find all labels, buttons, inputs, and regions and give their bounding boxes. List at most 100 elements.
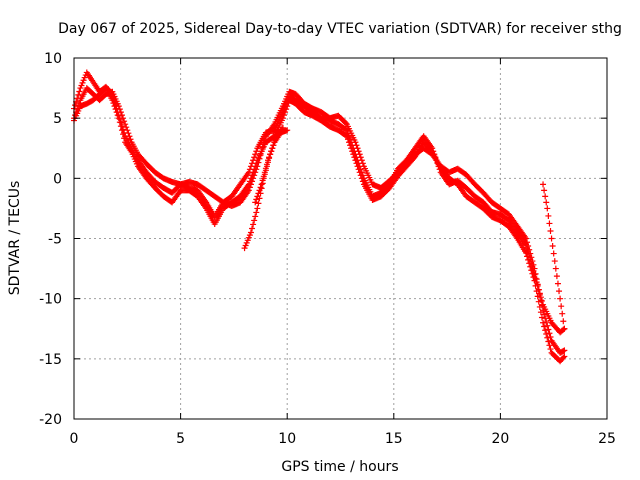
data-point [252, 213, 259, 220]
data-point [544, 322, 551, 329]
data-point [347, 142, 354, 149]
data-point [118, 127, 125, 134]
data-point [251, 166, 258, 173]
data-point [253, 209, 260, 216]
data-point [122, 121, 129, 128]
data-point [343, 133, 350, 140]
data-point [257, 184, 264, 191]
data-point [561, 325, 568, 332]
x-tick-label: 0 [70, 431, 79, 447]
data-point [269, 145, 276, 152]
data-point [549, 243, 556, 250]
data-point [254, 193, 261, 200]
x-tick-label: 20 [491, 431, 509, 447]
data-point [121, 118, 128, 125]
data-point [553, 273, 560, 280]
data-point [270, 142, 277, 149]
y-tick-label: -10 [39, 292, 62, 308]
data-point [552, 265, 559, 272]
data-point [284, 127, 291, 134]
data-point [538, 297, 545, 304]
data-point [348, 145, 355, 152]
data-point [243, 239, 250, 246]
data-point [79, 79, 86, 86]
data-point [124, 127, 131, 134]
data-point [250, 169, 257, 176]
data-point [245, 181, 252, 188]
data-point [247, 175, 254, 182]
series-track-3 [71, 85, 568, 365]
x-tick-label: 5 [176, 431, 185, 447]
data-point [110, 100, 117, 107]
y-tick-label: 10 [44, 51, 62, 67]
data-point [540, 319, 547, 326]
data-point [279, 115, 286, 122]
data-layer [71, 69, 568, 365]
data-point [357, 172, 364, 179]
data-point [544, 334, 551, 341]
data-point [529, 270, 536, 277]
data-point [78, 82, 85, 89]
data-point [532, 282, 539, 289]
data-point [411, 154, 418, 161]
data-point [262, 165, 269, 172]
series-track-6 [540, 181, 568, 332]
data-point [111, 103, 118, 110]
data-point [428, 147, 435, 154]
data-point [255, 190, 262, 197]
data-point [543, 199, 550, 206]
data-point [541, 311, 548, 318]
data-point [253, 148, 260, 155]
data-point [537, 294, 544, 301]
data-point [251, 154, 258, 161]
data-point [255, 200, 262, 207]
data-point [541, 187, 548, 194]
data-point [77, 85, 84, 92]
data-point [356, 169, 363, 176]
data-point [284, 103, 291, 110]
data-point [560, 348, 567, 355]
tick-labels: 0 5 10 15 20 25 -20 -15 -10 -5 0 5 10 [39, 51, 616, 447]
data-point [127, 136, 134, 143]
data-point [253, 160, 260, 167]
data-point [246, 232, 253, 239]
data-point [123, 124, 130, 131]
data-point [560, 326, 567, 333]
data-point [346, 139, 353, 146]
x-tick-label: 25 [598, 431, 616, 447]
data-point [536, 290, 543, 297]
data-point [249, 225, 256, 232]
data-point [74, 95, 81, 102]
data-point [349, 148, 356, 155]
data-point [554, 280, 561, 287]
data-point [537, 309, 544, 316]
data-point [242, 242, 249, 249]
x-tick-label: 10 [278, 431, 296, 447]
data-point [265, 157, 272, 164]
data-point [75, 91, 82, 98]
data-point [536, 303, 543, 310]
data-point [344, 136, 351, 143]
data-point [342, 126, 349, 133]
data-point [534, 293, 541, 300]
data-point [524, 253, 531, 260]
data-point [109, 97, 116, 104]
data-point [542, 327, 549, 334]
data-point [252, 151, 259, 158]
data-point [544, 205, 551, 212]
data-point [522, 241, 529, 248]
data-point [527, 263, 534, 270]
y-tick-label: -15 [39, 352, 62, 368]
data-point [545, 326, 552, 333]
data-point [561, 353, 568, 360]
data-point [263, 161, 270, 168]
data-point [547, 334, 554, 341]
y-axis-title: SDTVAR / TECUs [7, 181, 23, 296]
data-point [250, 221, 257, 228]
data-point [561, 347, 568, 354]
series-track-2 [71, 69, 568, 336]
data-point [545, 212, 552, 219]
data-point [522, 249, 529, 256]
data-point [120, 131, 127, 138]
data-point [244, 237, 251, 244]
